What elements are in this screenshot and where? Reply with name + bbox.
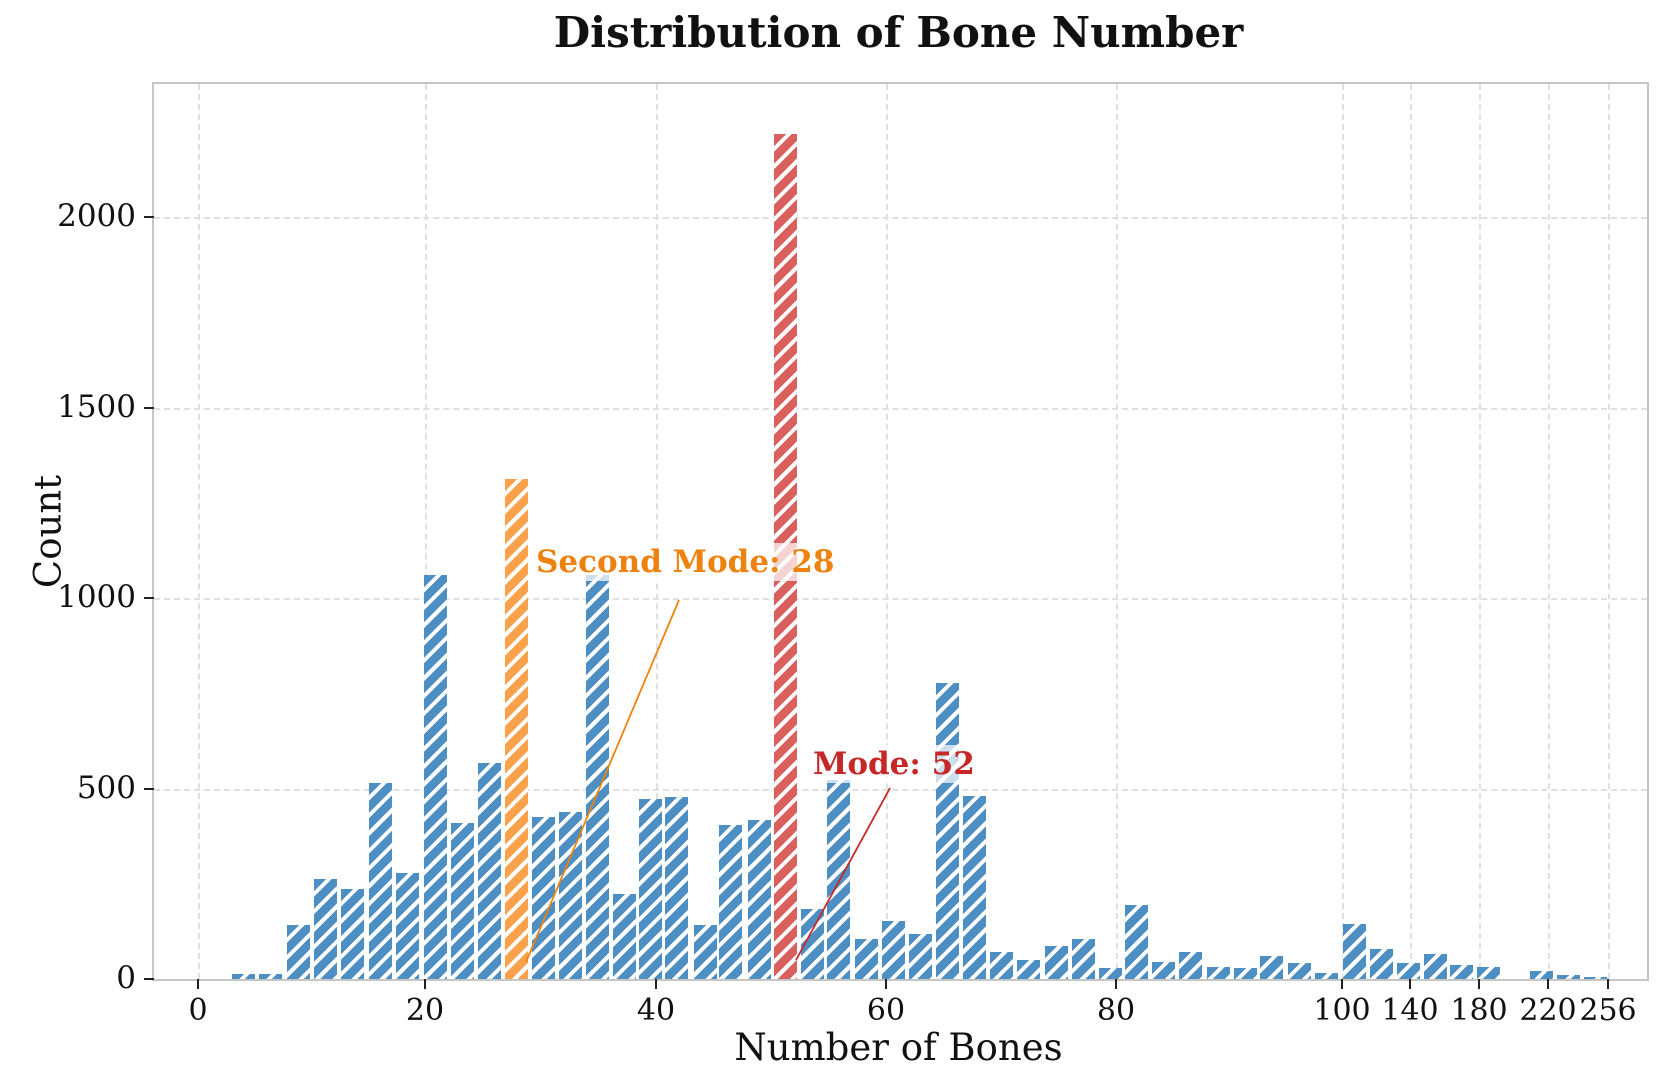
- histogram-bar-value-75: [1045, 945, 1068, 979]
- histogram-bar-value-23: [451, 823, 474, 979]
- y-tick-label: 1000: [57, 579, 136, 616]
- x-tickmark-80: [1115, 979, 1117, 989]
- x-tickmark-20: [424, 979, 426, 989]
- histogram-bar-value-49: [748, 820, 771, 979]
- histogram-bar-value-240: [1584, 977, 1607, 979]
- histogram-bar-value-4: [232, 974, 255, 979]
- histogram-bar-value-7: [259, 974, 282, 979]
- y-tickmark-1500: [144, 406, 154, 409]
- histogram-bar-value-107: [1343, 924, 1366, 979]
- histogram-bar-value-44: [694, 925, 717, 979]
- histogram-bar-value-14: [341, 889, 364, 979]
- x-tick-label: 80: [1096, 993, 1136, 1028]
- histogram-bar-value-28: [505, 479, 528, 979]
- histogram-bar-value-98: [1315, 972, 1338, 979]
- histogram-bar-value-96: [1288, 963, 1311, 979]
- y-tickmark-2000: [144, 216, 154, 219]
- histogram-bar-value-167: [1450, 964, 1473, 979]
- x-tickmark-220: [1547, 979, 1549, 989]
- histogram-bar-value-9: [287, 924, 310, 979]
- histogram-bar-value-79: [1099, 967, 1122, 979]
- x-tickmark-40: [655, 979, 657, 989]
- histogram-bar-value-46: [719, 825, 742, 979]
- x-tick-label: 40: [636, 993, 676, 1028]
- plot-area: 0 500 1000 1500 2000 0 20 40 60 80 100 140 180 220 256…: [57, 82, 1649, 1028]
- histogram-bar-value-91: [1234, 967, 1257, 979]
- histogram-bar-value-58: [855, 939, 878, 979]
- x-gridline-140: [1410, 84, 1412, 979]
- histogram-bar-value-26: [478, 763, 501, 979]
- annotation-second-mode: Second Mode: 28: [530, 543, 841, 582]
- histogram-bar-value-42: [665, 796, 688, 979]
- histogram-bar-value-30: [532, 817, 555, 979]
- histogram-bar-value-11: [314, 879, 337, 979]
- x-gridline-0: [198, 84, 200, 979]
- chart-title: Distribution of Bone Number: [553, 8, 1244, 57]
- histogram-bar-value-40: [639, 799, 662, 979]
- y-tickmark-500: [144, 787, 154, 790]
- histogram-bar-value-89: [1207, 966, 1230, 979]
- x-gridline-100: [1342, 84, 1344, 979]
- y-gridline-1000: [154, 598, 1647, 601]
- x-tick-label: 220: [1519, 993, 1577, 1028]
- x-gridline-256: [1608, 84, 1610, 979]
- x-tick-label: 60: [866, 993, 906, 1028]
- x-tick-label: 140: [1381, 993, 1439, 1028]
- x-gridline-220: [1548, 84, 1550, 979]
- histogram-bar-value-18: [396, 873, 419, 979]
- x-tick-label: 0: [188, 993, 208, 1028]
- x-tickmark-140: [1409, 979, 1411, 989]
- x-tickmark-60: [885, 979, 887, 989]
- histogram-bar-value-21: [424, 575, 447, 979]
- histogram-bar-value-70: [990, 951, 1013, 979]
- histogram-bar-value-61: [882, 921, 905, 979]
- histogram-bar-value-54: [801, 908, 824, 979]
- x-tick-label: 256: [1579, 993, 1637, 1028]
- histogram-bar-value-84: [1152, 961, 1175, 979]
- x-axis-label: Number of Bones: [734, 1026, 1063, 1069]
- y-gridline-1500: [154, 407, 1647, 410]
- histogram-bar-value-152: [1424, 953, 1447, 979]
- x-gridline-20: [425, 84, 427, 979]
- x-tick-label: 100: [1313, 993, 1371, 1028]
- y-gridline-500: [154, 788, 1647, 791]
- histogram-bar-value-68: [963, 796, 986, 979]
- y-tickmark-1000: [144, 597, 154, 600]
- histogram-bar-value-56: [827, 780, 850, 979]
- histogram-bar-value-65: [936, 683, 959, 979]
- histogram-bar-value-63: [909, 934, 932, 979]
- x-tickmark-100: [1341, 979, 1343, 989]
- y-tick-label: 2000: [57, 198, 136, 235]
- x-tick-label: 20: [405, 993, 445, 1028]
- y-tickmark-0: [144, 978, 154, 980]
- histogram-bar-value-35: [586, 575, 609, 979]
- y-tick-label: 0: [116, 960, 136, 996]
- annotation-mode: Mode: 52: [807, 745, 981, 784]
- x-tick-label: 180: [1450, 993, 1508, 1028]
- histogram-bar-value-93: [1260, 956, 1283, 979]
- x-tickmark-0: [197, 979, 199, 989]
- x-gridline-40: [656, 84, 658, 979]
- y-tick-label: 500: [76, 769, 136, 806]
- histogram-bar-value-16: [369, 783, 392, 979]
- histogram-bar-value-72: [1017, 959, 1040, 979]
- histogram-bar-value-86: [1179, 952, 1202, 979]
- x-tickmark-256: [1607, 979, 1609, 989]
- histogram-bar-value-212: [1530, 971, 1553, 979]
- x-gridline-180: [1479, 84, 1481, 979]
- histogram-bar-value-182: [1477, 966, 1500, 979]
- y-tick-label: 1500: [57, 388, 136, 425]
- histogram-bar-value-77: [1072, 939, 1095, 979]
- x-gridline-80: [1116, 84, 1118, 979]
- x-gridline-60: [886, 84, 888, 979]
- y-gridline-2000: [154, 217, 1647, 220]
- histogram-bar-value-137: [1397, 963, 1420, 979]
- histogram-bar-value-37: [613, 894, 636, 979]
- histogram-bar-value-226: [1557, 975, 1580, 979]
- x-tickmark-180: [1478, 979, 1480, 989]
- histogram-bar-value-122: [1370, 948, 1393, 979]
- histogram-bar-value-33: [559, 812, 582, 979]
- histogram-bar-value-82: [1125, 905, 1148, 979]
